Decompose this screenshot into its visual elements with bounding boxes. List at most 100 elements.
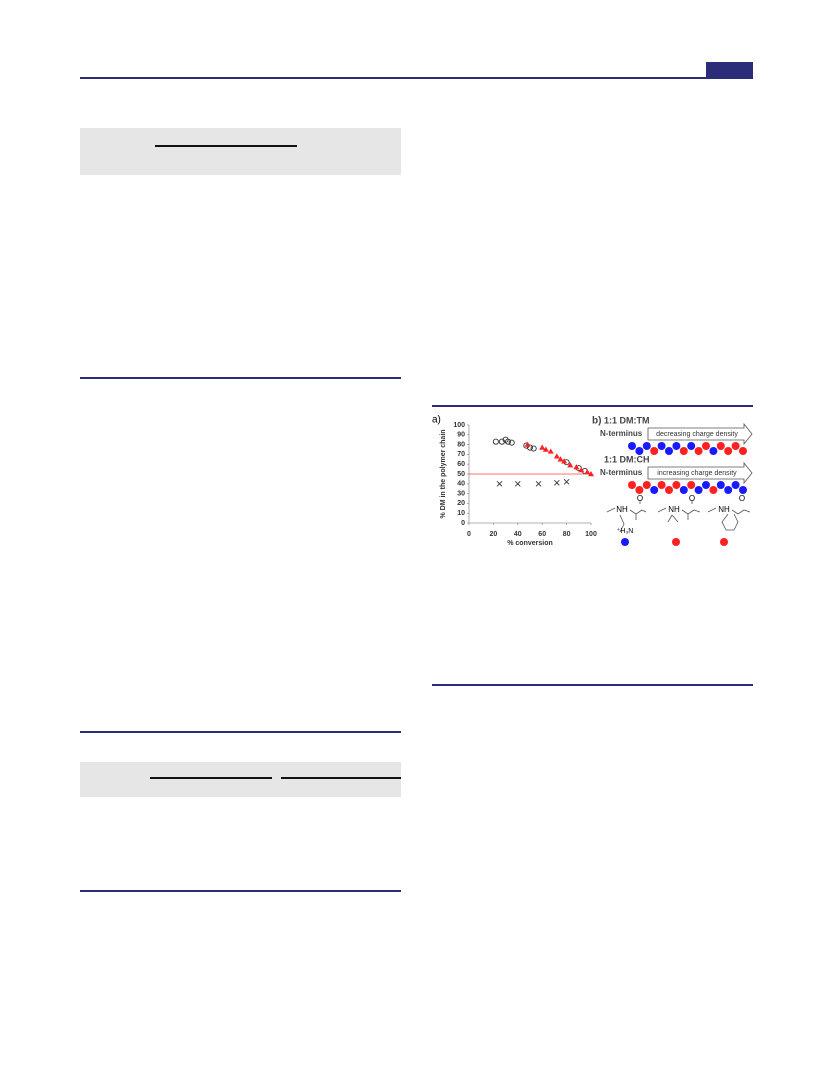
point: [524, 441, 531, 447]
structure-label: O: [689, 494, 695, 503]
bead: [628, 442, 636, 450]
point: [557, 456, 564, 462]
y-tick-label: 40: [457, 481, 465, 488]
bead: [628, 481, 636, 489]
bead: [709, 447, 718, 455]
x-tick-label: 20: [490, 531, 498, 538]
y-tick-label: 50: [457, 471, 465, 478]
y-tick-label: 10: [457, 510, 465, 517]
bead: [650, 447, 659, 455]
terminus-label: N-terminus: [600, 468, 643, 477]
structure-label: O: [739, 494, 745, 503]
x-axis-label: % conversion: [507, 540, 553, 547]
y-tick-label: 0: [461, 520, 465, 527]
bead: [694, 486, 703, 494]
bead: [687, 481, 696, 489]
point: [539, 444, 546, 450]
point: [554, 480, 560, 486]
bead: [679, 486, 688, 494]
y-tick-label: 60: [457, 461, 465, 468]
structure-label: O: [637, 494, 643, 503]
bead: [731, 481, 740, 489]
x-tick-label: 40: [514, 531, 522, 538]
chain-title: 1:1 DM:CH: [604, 454, 650, 464]
arrow-label: decreasing charge density: [656, 431, 738, 438]
arrow-label: increasing charge density: [657, 470, 737, 477]
bead: [739, 486, 747, 494]
structure-label: NH: [718, 505, 730, 514]
structure-label: NH: [616, 505, 628, 514]
point: [526, 444, 534, 451]
panel-label: a): [432, 415, 441, 426]
point: [496, 480, 503, 487]
bead: [702, 442, 710, 450]
point: [535, 480, 542, 487]
bead: [635, 447, 644, 455]
header-rule: [80, 77, 753, 79]
terminus-label: N-terminus: [600, 429, 643, 438]
point: [547, 448, 554, 454]
figure-rule: [432, 405, 753, 407]
x-tick-label: 0: [467, 531, 471, 538]
point: [508, 439, 515, 446]
table-header: [80, 128, 401, 175]
y-tick-label: 70: [457, 451, 465, 458]
point: [504, 438, 512, 445]
bead: [702, 481, 710, 489]
y-tick-label: 90: [457, 432, 465, 439]
bead: [642, 442, 651, 450]
point: [567, 462, 574, 468]
bead: [635, 486, 644, 494]
monomer-key: [672, 538, 680, 546]
chain-title: 1:1 DM:TM: [604, 415, 650, 425]
table-rule: [150, 777, 272, 779]
y-tick-label: 100: [453, 422, 465, 429]
bead: [716, 442, 725, 450]
bead: [739, 447, 747, 455]
point: [584, 469, 591, 475]
point: [492, 438, 499, 445]
header-tab: [706, 62, 753, 78]
monomer-key: [720, 538, 728, 546]
arrow: [647, 422, 753, 446]
bead: [657, 442, 666, 450]
table-header: [80, 762, 401, 797]
bead: [657, 481, 666, 489]
section-rule: [80, 890, 401, 892]
point: [588, 471, 594, 477]
y-tick-label: 80: [457, 441, 465, 448]
point: [530, 445, 537, 452]
bead: [642, 481, 651, 489]
point: [514, 480, 521, 487]
structure-label: ⁺H₃N: [617, 528, 634, 535]
table-rule: [155, 145, 297, 147]
bead: [724, 447, 733, 455]
point: [498, 438, 505, 445]
x-tick-label: 80: [563, 531, 571, 538]
point: [542, 446, 549, 452]
bead: [672, 481, 681, 489]
y-tick-label: 30: [457, 490, 465, 497]
point: [563, 479, 570, 485]
point: [553, 453, 560, 459]
bead: [650, 486, 659, 494]
structures: [606, 500, 751, 533]
point: [561, 458, 568, 464]
bead: [694, 447, 703, 455]
bead: [672, 442, 681, 450]
structure-label: NH: [668, 505, 680, 514]
point: [578, 467, 585, 473]
section-rule: [80, 377, 401, 379]
table-rule: [281, 777, 401, 779]
bead: [665, 486, 673, 494]
y-tick-label: 20: [457, 500, 465, 507]
section-rule: [80, 731, 401, 733]
bead: [687, 442, 696, 450]
bead: [724, 486, 733, 494]
arrow: [647, 461, 753, 485]
bead: [665, 447, 673, 455]
point: [573, 464, 580, 470]
x-tick-label: 100: [585, 531, 597, 538]
